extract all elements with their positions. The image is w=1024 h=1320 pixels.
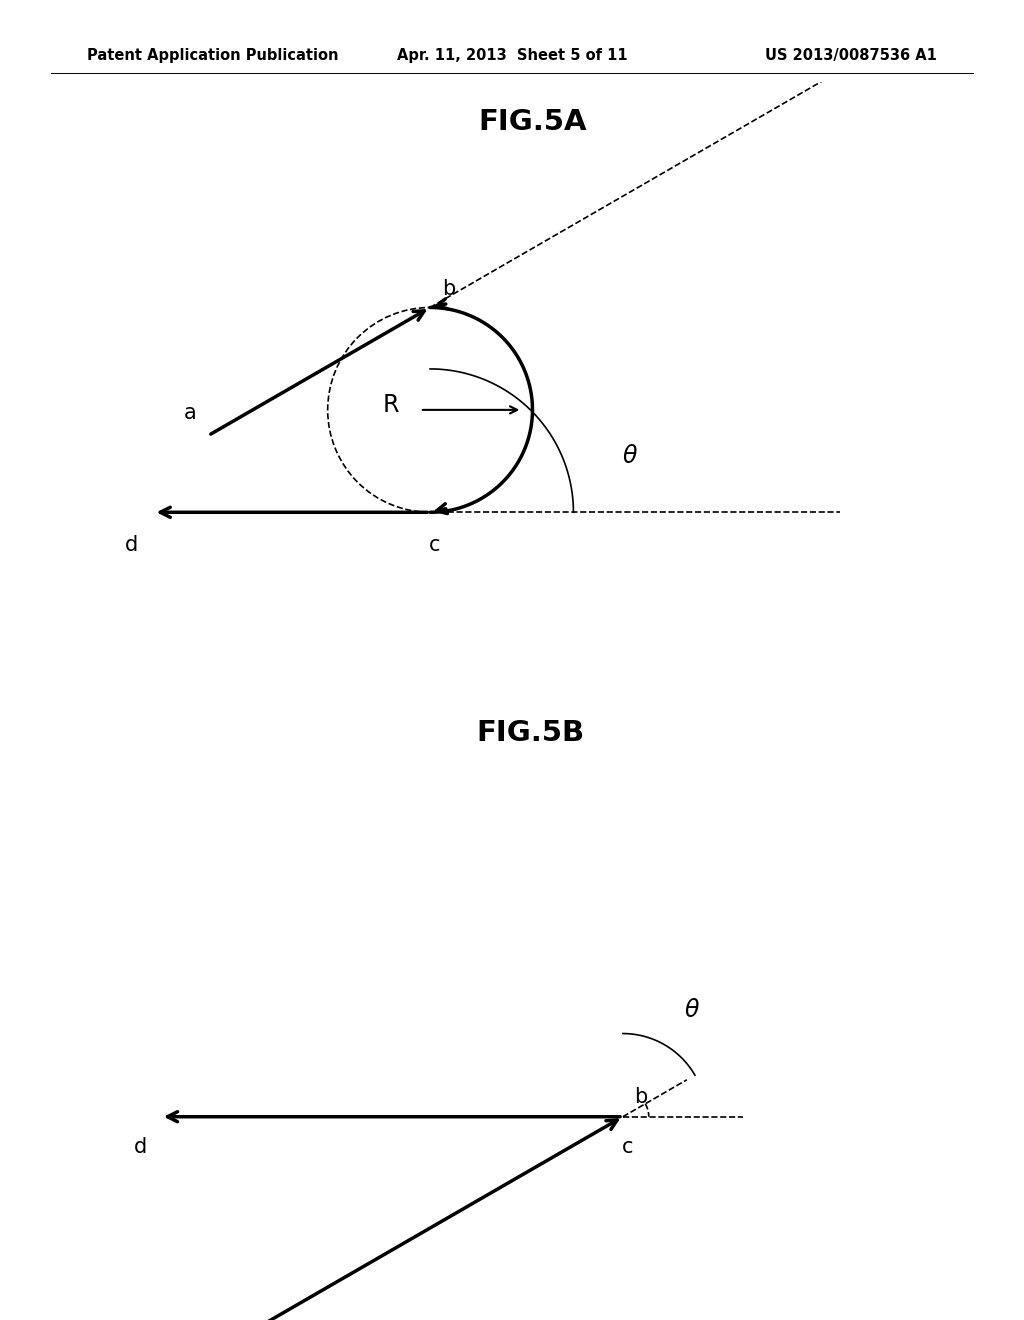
- Text: b: b: [634, 1088, 647, 1107]
- Text: d: d: [125, 535, 138, 554]
- Text: US 2013/0087536 A1: US 2013/0087536 A1: [765, 48, 937, 63]
- Text: Apr. 11, 2013  Sheet 5 of 11: Apr. 11, 2013 Sheet 5 of 11: [396, 48, 628, 63]
- Text: b: b: [442, 280, 456, 300]
- Text: R: R: [383, 393, 399, 417]
- Text: c: c: [622, 1137, 633, 1158]
- Text: FIG.5A: FIG.5A: [478, 108, 587, 136]
- Text: $\theta$: $\theta$: [622, 444, 638, 469]
- Text: a: a: [183, 403, 196, 424]
- Text: Patent Application Publication: Patent Application Publication: [87, 48, 339, 63]
- Text: FIG.5B: FIG.5B: [476, 719, 585, 747]
- Text: a: a: [199, 1316, 212, 1320]
- Text: $\theta$: $\theta$: [684, 998, 700, 1023]
- Text: d: d: [134, 1137, 147, 1158]
- Text: c: c: [428, 535, 440, 554]
